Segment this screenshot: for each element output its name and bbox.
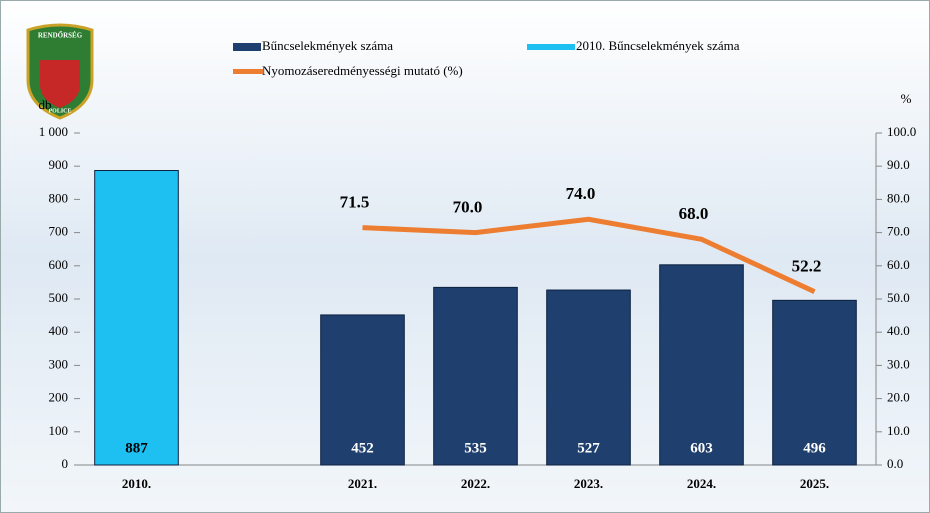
bar <box>546 289 631 466</box>
legend: Bűncselekmények száma 2010. Bűncselekmén… <box>233 38 740 78</box>
legend-swatch <box>233 69 263 74</box>
y-tick-label: 300 <box>49 356 69 371</box>
bar-value-label: 452 <box>351 440 374 456</box>
line-value-label: 74.0 <box>566 184 596 203</box>
x-tick-label: 2023. <box>574 476 603 491</box>
legend-entry: Nyomozáseredményességi mutató (%) <box>262 63 463 78</box>
y-tick-label: 800 <box>49 190 69 205</box>
bar-value-label: 527 <box>577 440 600 456</box>
line-value-label: 71.5 <box>340 193 370 212</box>
bar-value-label: 535 <box>464 440 487 456</box>
y2-tick-label: 70.0 <box>887 224 910 239</box>
y-tick-label: 200 <box>49 390 69 405</box>
y-tick-label: 400 <box>49 323 69 338</box>
line-value-label: 68.0 <box>679 204 709 223</box>
y-tick-label: 0 <box>62 456 69 471</box>
line-value-label: 70.0 <box>453 198 483 217</box>
y2-tick-label: 60.0 <box>887 257 910 272</box>
bar <box>433 286 518 466</box>
y2-axis-label: % <box>901 91 912 106</box>
logo: RENDŐRSÉG POLICE <box>26 23 94 120</box>
x-tick-label: 2010. <box>122 476 151 491</box>
x-tick-label: 2022. <box>461 476 490 491</box>
x-tick-label: 2025. <box>800 476 829 491</box>
bar-value-label: 603 <box>690 440 713 456</box>
y-tick-label: 500 <box>49 290 69 305</box>
bar-value-label: 496 <box>803 440 826 456</box>
y2-tick-label: 40.0 <box>887 323 910 338</box>
y-tick-label: 600 <box>49 257 69 272</box>
logo-bottom: POLICE <box>48 108 71 114</box>
line <box>362 216 816 294</box>
x-tick-label: 2021. <box>348 476 377 491</box>
bar <box>659 264 744 466</box>
legend-entry: 2010. Bűncselekmények száma <box>576 38 740 53</box>
y2-tick-label: 80.0 <box>887 190 910 205</box>
legend-swatch <box>233 43 261 51</box>
bar <box>772 299 857 466</box>
bar <box>94 170 179 466</box>
y2-tick-label: 20.0 <box>887 390 910 405</box>
line-value-label: 52.2 <box>792 257 822 276</box>
y2-tick-label: 30.0 <box>887 356 910 371</box>
y2-tick-label: 0.0 <box>887 456 903 471</box>
y2-tick-label: 50.0 <box>887 290 910 305</box>
bar <box>320 314 405 466</box>
legend-swatch <box>527 44 575 50</box>
y-tick-label: 100 <box>49 423 69 438</box>
bar-value-label: 887 <box>125 440 148 456</box>
y2-tick-label: 90.0 <box>887 157 910 172</box>
x-tick-label: 2024. <box>687 476 716 491</box>
y-tick-label: 700 <box>49 224 69 239</box>
y-tick-label: 1 000 <box>39 124 68 139</box>
logo-top: RENDŐRSÉG <box>38 32 83 40</box>
y-tick-label: 900 <box>49 157 69 172</box>
y2-tick-label: 100.0 <box>887 124 916 139</box>
y-axis-label: db <box>39 97 52 112</box>
legend-entry: Bűncselekmények száma <box>262 38 393 53</box>
y2-tick-label: 10.0 <box>887 423 910 438</box>
